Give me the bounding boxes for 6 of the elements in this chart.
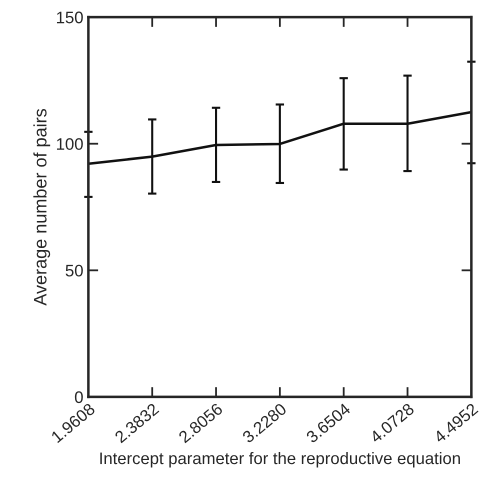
y-tick-label: 150 [56, 12, 83, 24]
y-axis-title: Average number of pairs [33, 108, 50, 306]
y-tick-label: 100 [56, 138, 83, 150]
y-tick-label: 0 [74, 391, 83, 404]
x-axis-title: Intercept parameter for the reproductive equation [100, 452, 460, 468]
y-tick-label: 50 [66, 264, 83, 277]
